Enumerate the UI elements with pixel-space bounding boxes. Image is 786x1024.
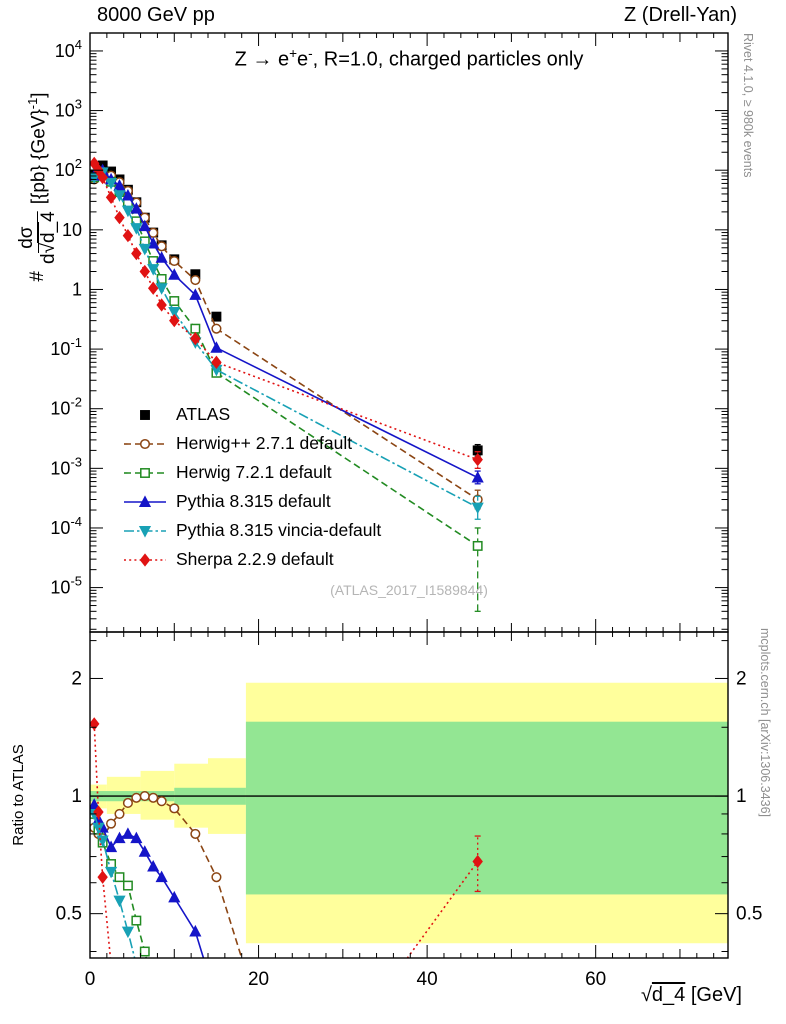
legend-marker-sherpa-icon xyxy=(124,552,166,567)
x-axis-label: √d_4 [GeV] xyxy=(641,984,742,1007)
main-y-axis-label: # dσ d√d_4 [{pb} {GeV}-1] xyxy=(10,22,66,352)
legend-marker-herwigpp-icon xyxy=(124,438,166,449)
legend-label-sherpa: Sherpa 2.2.9 default xyxy=(176,549,334,569)
svg-text:103: 103 xyxy=(55,97,82,121)
svg-text:2: 2 xyxy=(71,668,82,689)
analysis-id-watermark: (ATLAS_2017_I1589844) xyxy=(330,582,488,598)
svg-text:10-3: 10-3 xyxy=(50,454,82,478)
legend-marker-herwig7-icon xyxy=(124,467,166,478)
legend-label-herwig7: Herwig 7.2.1 default xyxy=(176,462,332,482)
legend-label-pythia: Pythia 8.315 default xyxy=(176,491,331,511)
ylabel-den-d: d xyxy=(37,253,59,264)
legend-label-atlas: ATLAS xyxy=(176,404,231,424)
legend-item-herwigpp: Herwig++ 2.7.1 default xyxy=(122,429,381,458)
legend-label-vincia: Pythia 8.315 vincia-default xyxy=(176,520,382,540)
svg-text:10: 10 xyxy=(62,220,82,240)
ylabel-denominator: d√d_4 xyxy=(37,211,60,264)
ylabel-units-post: ] xyxy=(28,92,50,98)
svg-text:1: 1 xyxy=(72,279,82,299)
svg-text:20: 20 xyxy=(248,969,269,990)
svg-text:0.5: 0.5 xyxy=(56,904,82,925)
plot-title-text: Z → e xyxy=(234,48,290,71)
process-label: Z (Drell-Yan) xyxy=(624,4,737,26)
rivet-version-label: Rivet 4.1.0, ≥ 980k events xyxy=(741,33,755,178)
ylabel-hash: # xyxy=(27,271,48,282)
svg-text:10-5: 10-5 xyxy=(50,574,82,598)
legend-marker-atlas-icon xyxy=(140,409,150,420)
svg-text:102: 102 xyxy=(55,156,82,180)
ylabel-radical: √ xyxy=(37,242,59,254)
svg-text:1: 1 xyxy=(736,786,747,807)
ylabel-numerator: dσ xyxy=(16,222,39,253)
plot-title-text3: , R=1.0, charged particles only xyxy=(312,48,584,71)
ylabel-fraction: dσ d√d_4 xyxy=(16,211,60,264)
plot-title: Z → e+e-, R=1.0, charged particles only xyxy=(90,46,728,72)
ylabel-units-pre: [{pb} {GeV} xyxy=(28,109,50,205)
ylabel-den-arg: d_4 xyxy=(37,211,59,243)
mcplots-credit-label: mcplots.cern.ch [arXiv:1306.3436] xyxy=(758,628,772,817)
plot-title-text2: e xyxy=(297,48,309,71)
legend-item-pythia: Pythia 8.315 default xyxy=(122,487,381,516)
svg-text:10-2: 10-2 xyxy=(50,395,82,419)
legend-item-atlas: ATLAS xyxy=(122,400,381,429)
svg-text:10-4: 10-4 xyxy=(50,514,82,538)
ratio-y-axis-label: Ratio to ATLAS xyxy=(10,744,27,846)
legend-item-herwig7: Herwig 7.2.1 default xyxy=(122,458,381,487)
ylabel-units: [{pb} {GeV}-1] xyxy=(25,92,50,204)
legend-item-vincia: Pythia 8.315 vincia-default xyxy=(122,516,381,545)
svg-text:0: 0 xyxy=(85,969,96,990)
svg-text:60: 60 xyxy=(585,969,606,990)
plot-title-sup-minus: - xyxy=(308,46,313,61)
svg-text:10-1: 10-1 xyxy=(50,335,82,359)
xlabel-radical: √ xyxy=(640,984,652,1006)
legend-marker-vincia-icon xyxy=(124,525,166,538)
svg-text:0.5: 0.5 xyxy=(736,904,762,925)
legend: ATLAS Herwig++ 2.7.1 default Herwig 7.2.… xyxy=(122,400,381,574)
svg-text:104: 104 xyxy=(55,37,82,61)
xlabel-arg: d_4 xyxy=(651,984,686,1006)
legend-item-sherpa: Sherpa 2.2.9 default xyxy=(122,545,381,574)
beam-energy-label: 8000 GeV pp xyxy=(97,4,215,26)
plot-title-sup-plus: + xyxy=(289,46,298,61)
svg-text:2: 2 xyxy=(736,668,747,689)
ylabel-units-exp: -1 xyxy=(25,97,41,110)
xlabel-units: [GeV] xyxy=(690,984,742,1006)
legend-label-herwigpp: Herwig++ 2.7.1 default xyxy=(176,433,353,453)
legend-marker-pythia-icon xyxy=(124,494,166,507)
svg-text:40: 40 xyxy=(417,969,438,990)
svg-text:1: 1 xyxy=(71,786,82,807)
